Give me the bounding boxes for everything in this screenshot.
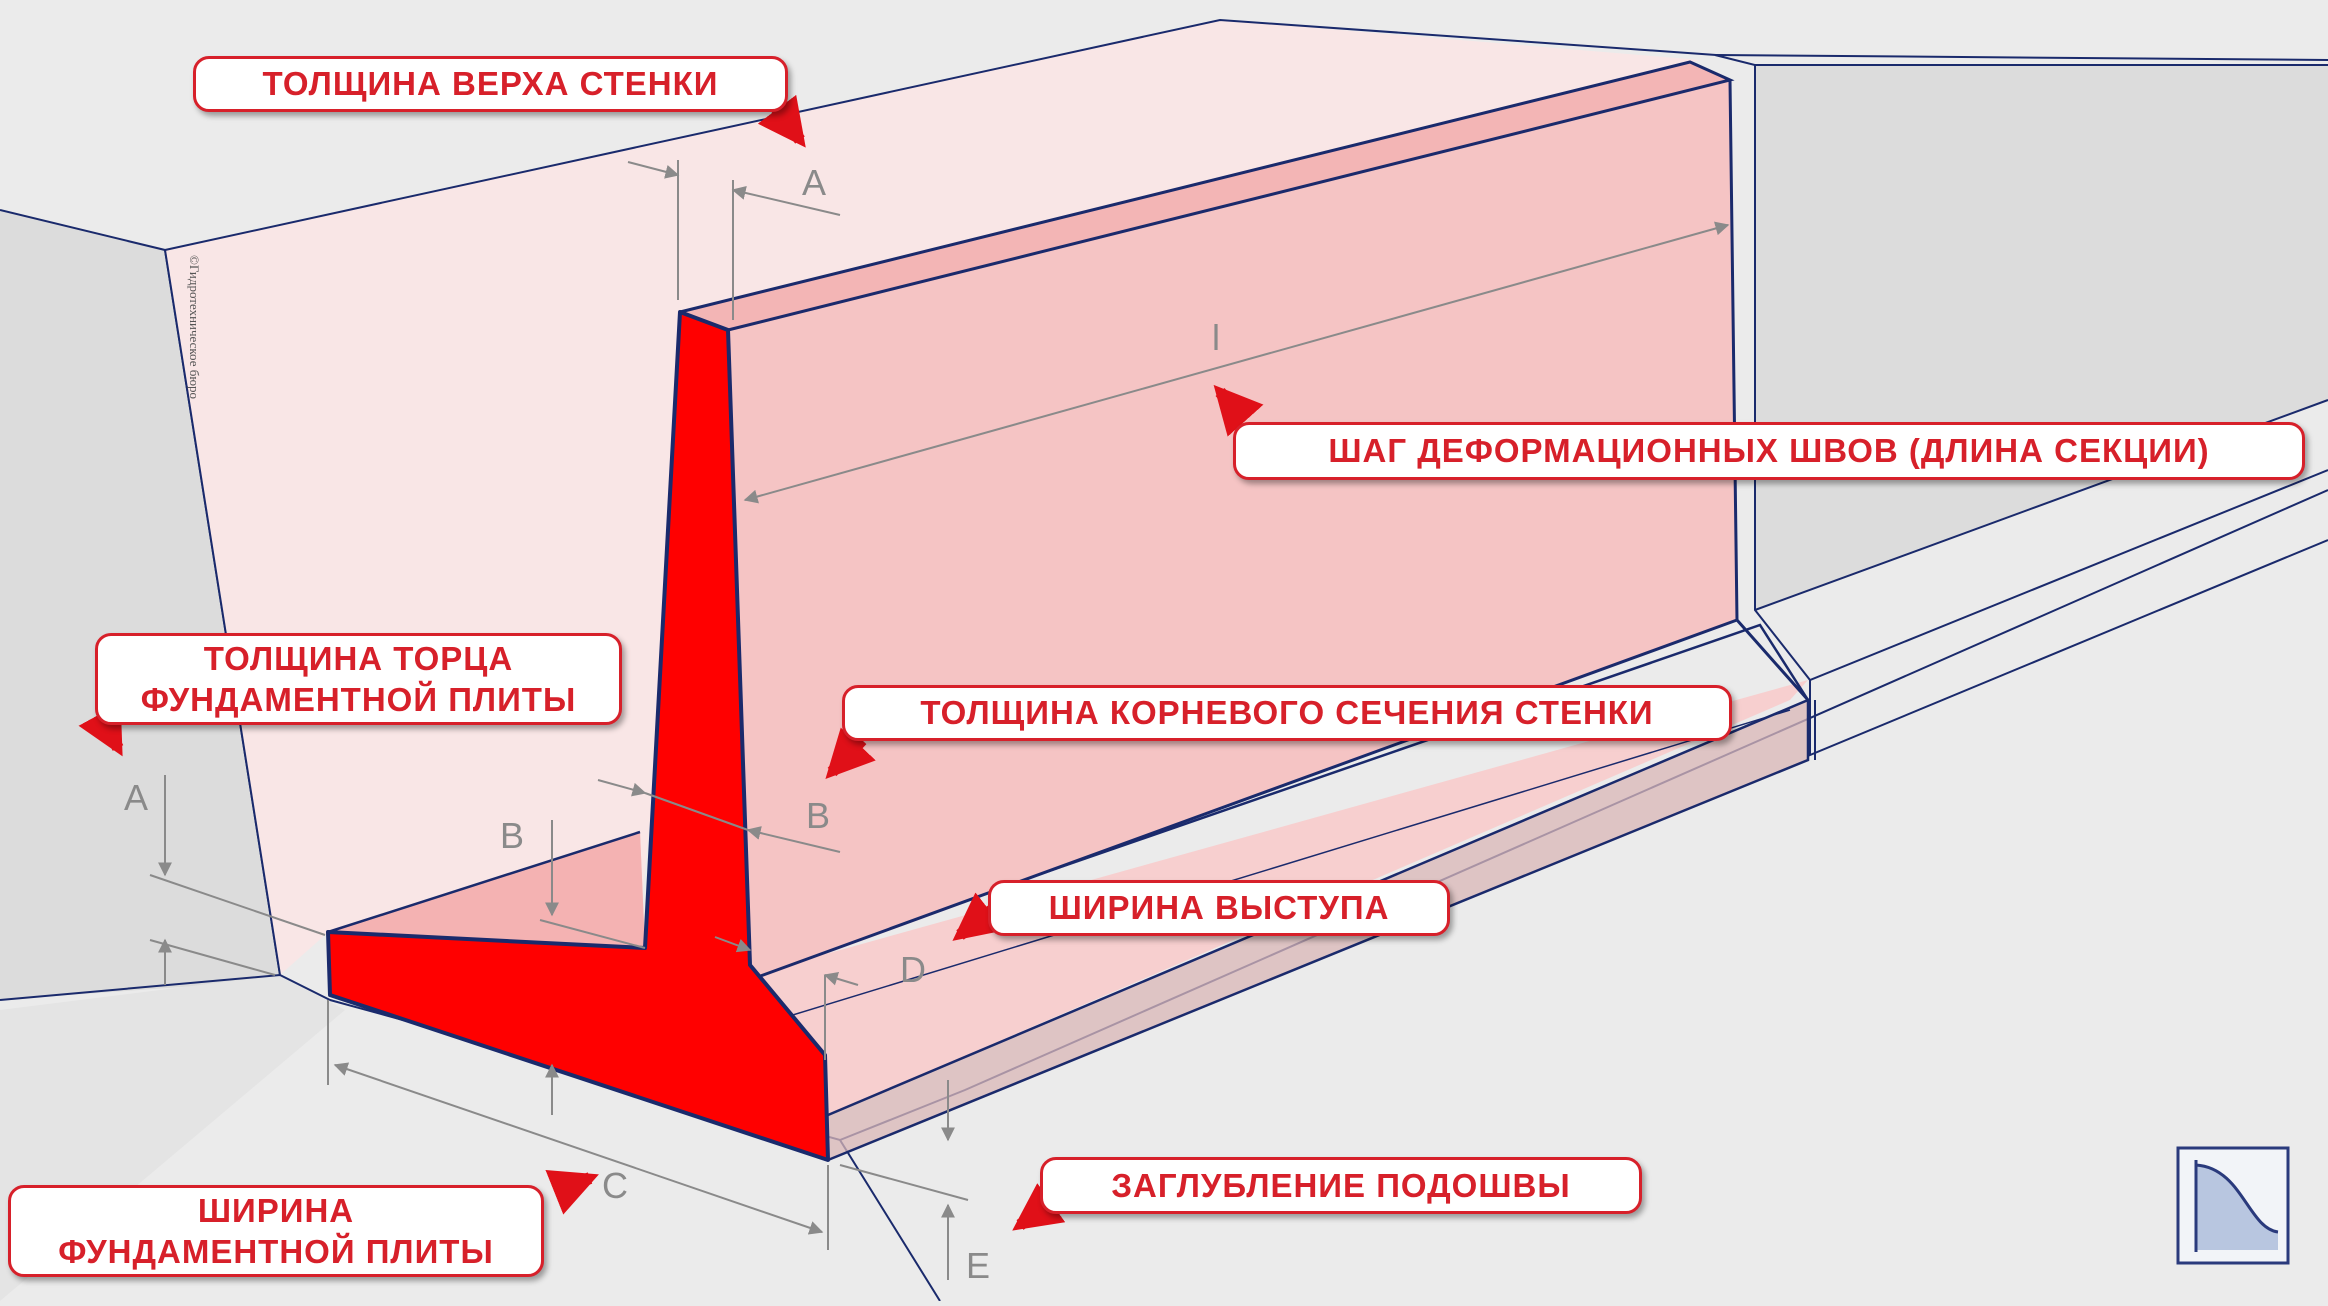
label-top-thickness-text: ТОЛЩИНА ВЕРХА СТЕНКИ bbox=[262, 65, 719, 103]
label-end-thickness-line1: ТОЛЩИНА ТОРЦА bbox=[203, 639, 514, 677]
label-base-width-line1: ШИРИНА bbox=[197, 1191, 355, 1229]
label-end-thickness: ТОЛЩИНА ТОРЦА ФУНДАМЕНТНОЙ ПЛИТЫ bbox=[95, 633, 622, 725]
label-joint-spacing-text: ШАГ ДЕФОРМАЦИОННЫХ ШВОВ (ДЛИНА СЕКЦИИ) bbox=[1328, 432, 2210, 470]
dim-l: l bbox=[1212, 317, 1220, 358]
dimension-lines bbox=[149, 160, 1730, 1280]
dim-a-top: A bbox=[802, 162, 826, 203]
label-joint-spacing: ШАГ ДЕФОРМАЦИОННЫХ ШВОВ (ДЛИНА СЕКЦИИ) bbox=[1233, 422, 2305, 480]
label-top-thickness: ТОЛЩИНА ВЕРХА СТЕНКИ bbox=[193, 56, 788, 112]
label-toe-width: ШИРИНА ВЫСТУПА bbox=[988, 880, 1450, 936]
dim-a-end: A bbox=[124, 777, 148, 818]
copyright-text: ©Гидротехническое бюро bbox=[187, 255, 202, 399]
dim-e: E bbox=[966, 1245, 990, 1286]
wall-cross-section bbox=[326, 310, 830, 1162]
bureau-logo-icon bbox=[2176, 1146, 2290, 1265]
label-base-width: ШИРИНА ФУНДАМЕНТНОЙ ПЛИТЫ bbox=[8, 1185, 544, 1277]
label-embedment-text: ЗАГЛУБЛЕНИЕ ПОДОШВЫ bbox=[1111, 1166, 1571, 1204]
dim-d: D bbox=[900, 949, 926, 990]
label-root-thickness-text: ТОЛЩИНА КОРНЕВОГО СЕЧЕНИЯ СТЕНКИ bbox=[920, 694, 1654, 732]
label-toe-width-text: ШИРИНА ВЫСТУПА bbox=[1048, 889, 1390, 927]
dim-b-slab: B bbox=[500, 815, 524, 856]
label-base-width-line2: ФУНДАМЕНТНОЙ ПЛИТЫ bbox=[58, 1233, 494, 1270]
dim-c: C bbox=[602, 1165, 628, 1206]
label-embedment: ЗАГЛУБЛЕНИЕ ПОДОШВЫ bbox=[1040, 1157, 1642, 1214]
backfill-volume bbox=[164, 18, 1717, 976]
label-root-thickness: ТОЛЩИНА КОРНЕВОГО СЕЧЕНИЯ СТЕНКИ bbox=[842, 685, 1732, 741]
label-end-thickness-line2: ФУНДАМЕНТНОЙ ПЛИТЫ bbox=[140, 681, 577, 718]
dimension-letters: A l B A B D C E bbox=[124, 162, 1220, 1286]
dim-b-root: B bbox=[806, 795, 830, 836]
